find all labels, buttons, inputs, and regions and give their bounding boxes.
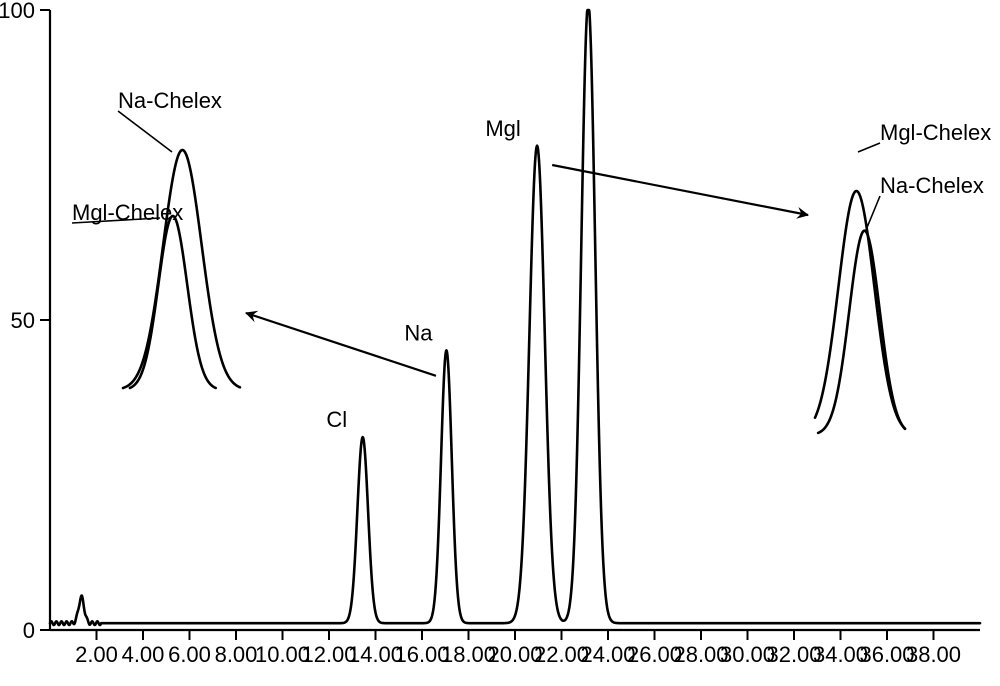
peak-label-gddota: GdDOTA [608, 0, 697, 4]
y-tick-label: 50 [11, 308, 35, 333]
x-tick-label: 8.00 [215, 642, 258, 667]
inset-left: Na-Chelex Mgl-Chelex [72, 88, 240, 388]
inset-right: Mgl-Chelex Na-Chelex [815, 120, 991, 433]
peak-label-na: Na [404, 320, 433, 345]
mgl-chelex-left-lbl: Mgl-Chelex [72, 200, 183, 225]
y-tick-label: 0 [23, 618, 35, 643]
na-chelex-right-lbl-leader [866, 196, 880, 230]
mgl-chelex-right-lbl: Mgl-Chelex [880, 120, 991, 145]
na-chelex-right-lbl: Na-Chelex [880, 173, 984, 198]
chromatogram-chart: 0501002.004.006.008.0010.0012.0014.0016.… [0, 0, 1000, 686]
inset-curve-na-chelex-left [123, 150, 240, 388]
x-tick-label: 6.00 [168, 642, 211, 667]
x-tick-label: 2.00 [75, 642, 118, 667]
peak-label-cl: Cl [326, 407, 347, 432]
mgl-chelex-right-lbl-leader [858, 143, 880, 152]
na-chelex-left-lbl-leader [118, 111, 172, 152]
x-tick-label: 38.00 [906, 642, 961, 667]
na-chelex-left-lbl: Na-Chelex [118, 88, 222, 113]
x-tick-label: 4.00 [122, 642, 165, 667]
arrow-mgl-to-right [552, 165, 808, 215]
peak-label-mgl: Mgl [485, 116, 520, 141]
y-tick-label: 100 [0, 0, 35, 23]
